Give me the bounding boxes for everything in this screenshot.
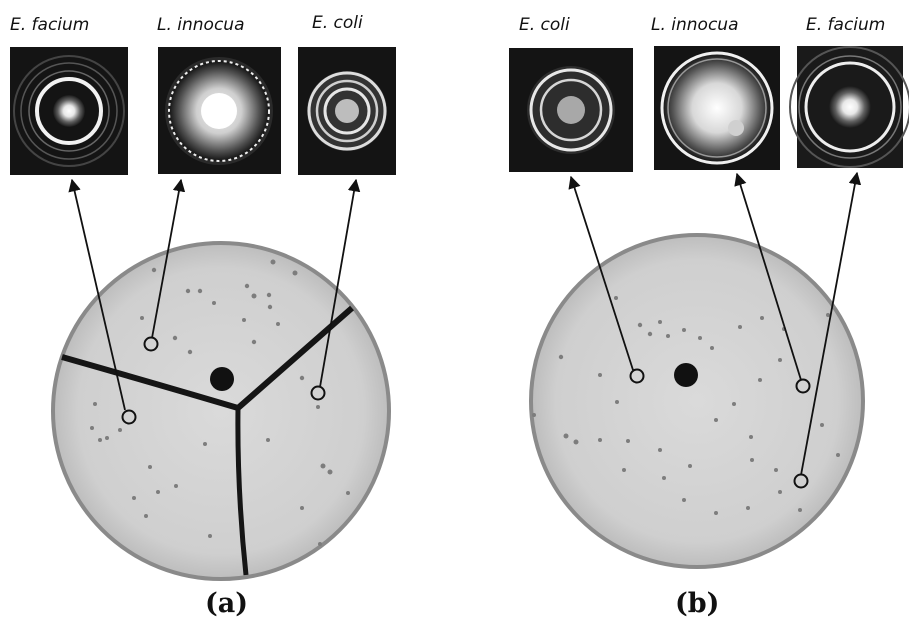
panel-a-thumbnail-coli: [298, 47, 396, 175]
panel-b-thumbnail-innocua: [654, 46, 780, 170]
panel-a-thumbnail-innocua: [158, 47, 281, 174]
panel-b-center-spot: [674, 363, 698, 387]
panel-a-arrow-innocua: [151, 178, 186, 339]
panel-a-arrow-coli: [319, 178, 361, 388]
panel-b-species-label-3: E. facium: [806, 15, 886, 35]
panel-a-petri-dish: [51, 241, 391, 581]
panel-b-arrow-coli: [568, 175, 634, 371]
panel-b-arrow-facium: [800, 171, 862, 476]
panel-a-species-label-2: L. innocua: [157, 15, 245, 35]
panel-a-species-label-3: E. coli: [312, 13, 363, 33]
panel-b-species-label-2: L. innocua: [651, 15, 739, 35]
panel-a-species-label-1: E. facium: [10, 15, 90, 35]
panel-a-arrow-facium: [68, 178, 126, 411]
panel-a-label: (a): [205, 588, 249, 619]
panel-b-arrow-innocua: [734, 172, 802, 381]
panel-b-thumbnail-facium: [789, 46, 909, 168]
panel-b-label: (b): [675, 588, 720, 619]
panel-a-center-spot: [210, 367, 234, 391]
panel-b-petri-dish: [529, 233, 865, 569]
panel-b-thumbnail-coli: [509, 48, 633, 172]
panel-b-species-label-1: E. coli: [519, 15, 570, 35]
panel-a-thumbnail-facium: [10, 47, 128, 175]
